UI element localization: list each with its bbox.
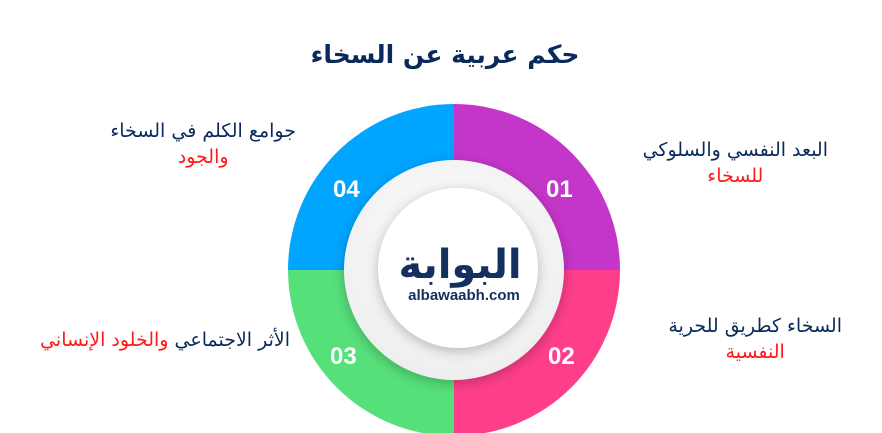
label-02: السخاء كطريق للحرية النفسية bbox=[668, 313, 842, 365]
label-03-part2: والخلود الإنساني bbox=[40, 329, 169, 351]
label-01-line1: البعد النفسي والسلوكي bbox=[642, 139, 828, 161]
segment-number-02: 02 bbox=[548, 343, 575, 370]
label-02-line2: النفسية bbox=[725, 341, 785, 363]
logo-disc bbox=[378, 188, 538, 348]
label-03-part1: الأثر الاجتماعي bbox=[168, 329, 290, 351]
label-02-line1: السخاء كطريق للحرية bbox=[668, 315, 842, 337]
segment-number-03: 03 bbox=[330, 343, 357, 370]
logo-latin: albawaabh.com bbox=[408, 287, 520, 304]
label-04: جوامع الكلم في السخاء والجود bbox=[110, 118, 296, 170]
label-01-line2: للسخاء bbox=[707, 165, 764, 187]
label-01: البعد النفسي والسلوكي للسخاء bbox=[643, 137, 828, 189]
segment-number-04: 04 bbox=[333, 176, 360, 203]
albawaba-logo: البوابة albawaabh.com bbox=[398, 242, 521, 304]
label-04-line1: جوامع الكلم في السخاء bbox=[110, 120, 296, 142]
logo-arabic: البوابة bbox=[398, 242, 521, 288]
label-03: الأثر الاجتماعي والخلود الإنساني bbox=[40, 327, 290, 353]
page-title: حكم عربية عن السخاء bbox=[310, 40, 580, 69]
label-04-line2: والجود bbox=[177, 146, 229, 168]
segment-number-01: 01 bbox=[546, 176, 573, 203]
